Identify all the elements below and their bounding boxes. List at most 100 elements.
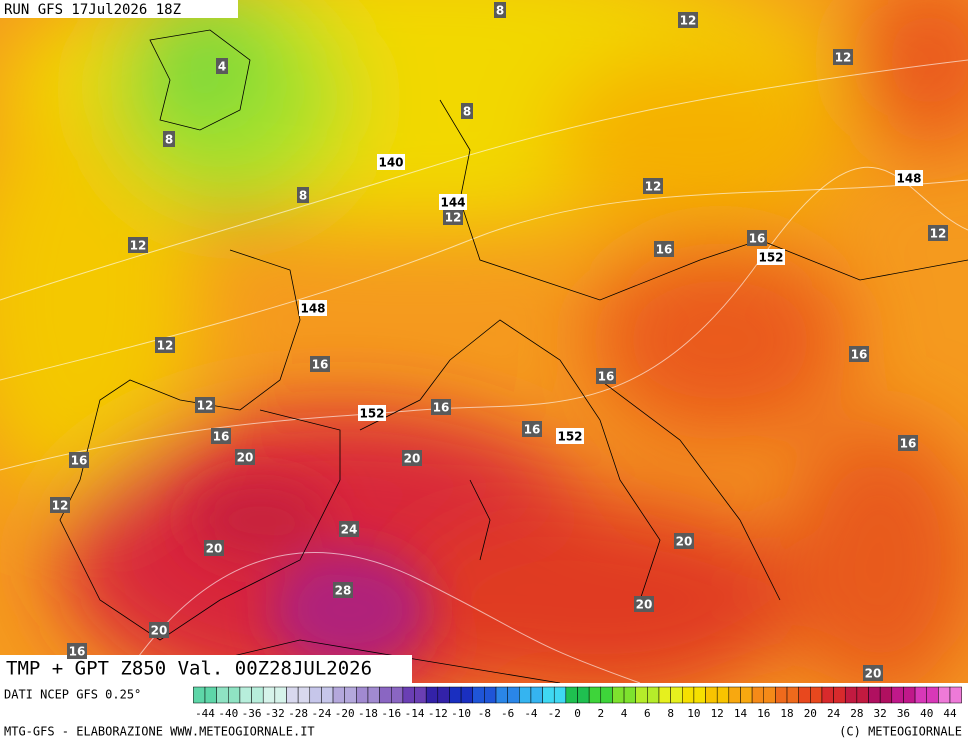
temperature-label: 16	[71, 454, 88, 468]
height-label-box	[556, 428, 584, 444]
colorbar-swatch	[251, 686, 264, 704]
colorbar-swatch	[810, 686, 823, 704]
colorbar-label: -2	[548, 707, 561, 720]
temperature-field	[0, 0, 968, 683]
colorbar-swatch	[228, 686, 241, 704]
temperature-label-box	[863, 665, 883, 681]
title-box	[0, 655, 412, 683]
temperature-label: 24	[341, 523, 358, 537]
temperature-label: 16	[524, 423, 541, 437]
colorbar-swatch	[495, 686, 508, 704]
colorbar-label: 10	[687, 707, 700, 720]
temperature-label: 20	[636, 598, 653, 612]
temperature-label: 12	[52, 499, 69, 513]
height-label-box	[358, 405, 386, 421]
colorbar-swatch	[204, 686, 217, 704]
colorbar-label: 20	[804, 707, 817, 720]
credit-label: MTG-GFS - ELABORAZIONE WWW.METEOGIORNALE…	[4, 725, 315, 739]
map: RUN GFS 17Jul2026 18Z TMP + GPT Z850 Val…	[0, 0, 968, 683]
colorbar-swatch	[239, 686, 252, 704]
colorbar-label: -36	[242, 707, 262, 720]
temperature-label-box	[50, 497, 70, 513]
temperature-label: 20	[865, 667, 882, 681]
colorbar-swatch	[216, 686, 229, 704]
temperature-label-box	[211, 428, 231, 444]
temperature-label: 20	[151, 624, 168, 638]
colorbar-swatch	[612, 686, 625, 704]
colorbar-swatch	[530, 686, 543, 704]
temperature-label-box	[128, 237, 148, 253]
height-label: 152	[359, 407, 384, 421]
colorbar-swatch	[402, 686, 415, 704]
temperature-label: 12	[645, 180, 662, 194]
height-label-box	[757, 249, 785, 265]
colorbar-swatch	[670, 686, 683, 704]
colorbar-swatch	[635, 686, 648, 704]
footer: DATI NCEP GFS 0.25° MTG-GFS - ELABORAZIO…	[4, 686, 962, 739]
colorbar-label: 14	[734, 707, 748, 720]
temperature-label-box	[69, 452, 89, 468]
colorbar-swatch	[693, 686, 706, 704]
colorbar-swatch	[740, 686, 753, 704]
colorbar-swatch	[425, 686, 439, 704]
temperature-label: 12	[445, 211, 462, 225]
colorbar-label: -14	[405, 707, 425, 720]
height-contours	[0, 59, 968, 683]
colorbar-label: -28	[288, 707, 308, 720]
colorbar-swatch	[367, 686, 380, 704]
temperature-label-box	[747, 230, 767, 246]
colorbar-label: -40	[218, 707, 238, 720]
colorbar-label: 16	[757, 707, 770, 720]
colorbar-label: -6	[501, 707, 514, 720]
colorbar-swatch	[938, 686, 951, 704]
colorbar-swatch	[414, 686, 427, 704]
colorbar-swatch	[891, 686, 904, 704]
colorbar-swatch	[879, 686, 893, 704]
colorbar-swatch	[658, 686, 671, 704]
colorbar-swatch	[542, 686, 555, 704]
temperature-label-box	[163, 131, 175, 147]
colorbar-swatch	[821, 686, 834, 704]
temperature-label-box	[155, 337, 175, 353]
temperature-label: 12	[197, 399, 214, 413]
colorbar-swatch	[193, 686, 206, 704]
colorbar-label: -4	[524, 707, 538, 720]
colorbar-swatch	[903, 686, 916, 704]
colorbar-swatch	[728, 686, 741, 704]
colorbar-swatch	[844, 686, 858, 704]
colorbar-label: 12	[711, 707, 724, 720]
temperature-label-box	[596, 368, 616, 384]
temperature-label-box	[310, 356, 330, 372]
temperature-label: 8	[165, 133, 173, 147]
temperature-label: 16	[433, 401, 450, 415]
colorbar-swatch	[682, 686, 695, 704]
copyright-label: (C) METEOGIORNALE	[839, 725, 962, 739]
map-title: TMP + GPT Z850 Val. 00Z28JUL2026	[6, 658, 372, 680]
colorbar-label: 40	[920, 707, 933, 720]
temperature-label: 16	[851, 348, 868, 362]
height-label-box	[439, 194, 467, 210]
temperature-label-box	[149, 622, 169, 638]
height-label-box	[895, 170, 923, 186]
temperature-label-box	[643, 178, 663, 194]
temperature-label-box	[402, 450, 422, 466]
colorbar-label: -44	[195, 707, 215, 720]
temperature-label: 20	[676, 535, 693, 549]
temperature-label: 4	[218, 60, 226, 74]
colorbar-label: -24	[311, 707, 331, 720]
temperature-label: 28	[335, 584, 352, 598]
height-label-box	[299, 300, 327, 316]
run-box	[0, 0, 238, 18]
temperature-label: 16	[656, 243, 673, 257]
colorbar-label: 18	[780, 707, 793, 720]
temperature-label: 12	[680, 14, 697, 28]
colorbar-label: 24	[827, 707, 841, 720]
temperature-label: 16	[900, 437, 917, 451]
temperature-label: 12	[157, 339, 174, 353]
temperature-label-box	[674, 533, 694, 549]
temperature-label: 20	[404, 452, 421, 466]
colorbar-swatch	[507, 686, 520, 704]
colorbar-swatch	[588, 686, 602, 704]
temperature-label-box	[339, 521, 359, 537]
colorbar-label: -10	[451, 707, 471, 720]
